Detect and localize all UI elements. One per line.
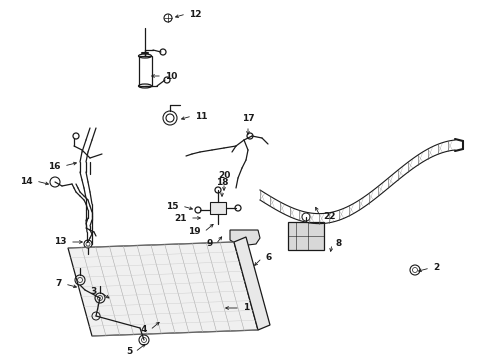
Text: 12: 12 — [189, 9, 201, 18]
Polygon shape — [234, 237, 270, 330]
Text: 18: 18 — [216, 178, 228, 187]
Text: 16: 16 — [49, 162, 61, 171]
Text: 15: 15 — [167, 202, 179, 211]
Text: 21: 21 — [174, 213, 187, 222]
Text: 19: 19 — [188, 228, 201, 237]
Text: 20: 20 — [218, 171, 230, 180]
Text: 6: 6 — [265, 253, 271, 262]
Text: 7: 7 — [56, 279, 62, 288]
Text: 4: 4 — [141, 325, 147, 334]
Bar — [210, 202, 226, 214]
Bar — [139, 56, 152, 86]
Text: 22: 22 — [323, 212, 336, 220]
Text: 10: 10 — [165, 72, 177, 81]
Text: 13: 13 — [54, 238, 67, 247]
Text: 2: 2 — [433, 264, 439, 273]
Text: 8: 8 — [335, 239, 341, 248]
Bar — [288, 222, 324, 250]
Text: 9: 9 — [207, 239, 213, 248]
Text: 14: 14 — [21, 176, 33, 185]
Text: 3: 3 — [91, 288, 97, 297]
Text: 11: 11 — [195, 112, 207, 121]
Polygon shape — [230, 230, 260, 246]
Text: 1: 1 — [243, 303, 249, 312]
Polygon shape — [68, 242, 258, 336]
Text: 17: 17 — [242, 114, 254, 123]
Text: 5: 5 — [126, 347, 132, 356]
